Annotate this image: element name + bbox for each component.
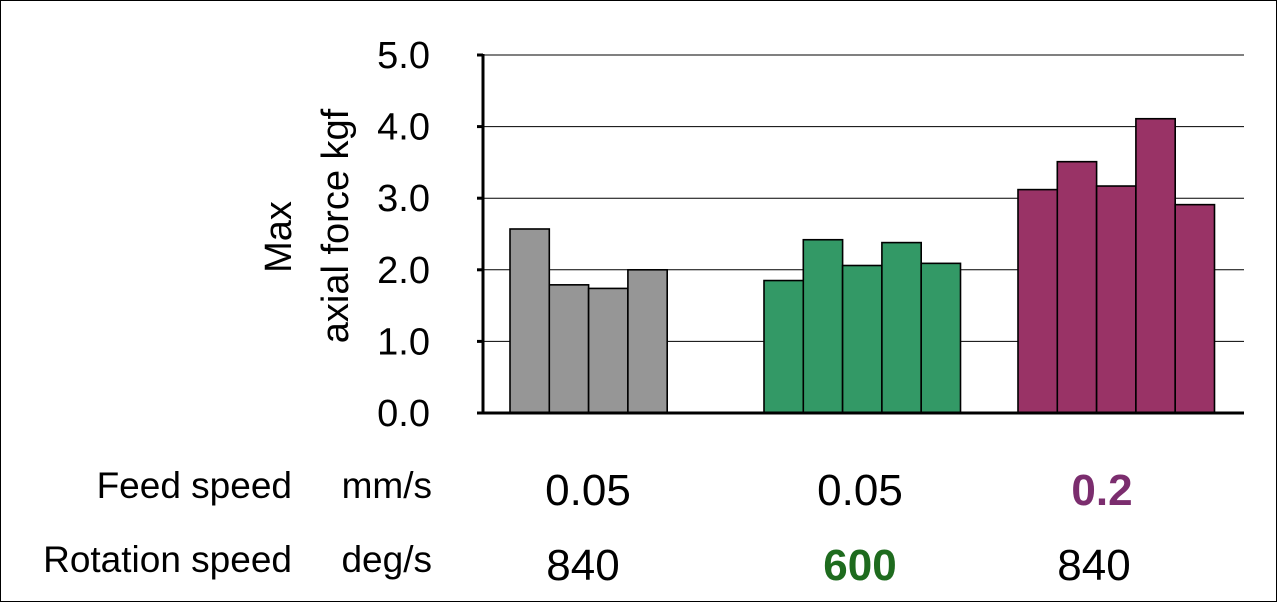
y-tick-label-4: 4.0 (377, 107, 430, 149)
feed-speed-value-group3: 0.2 (1071, 466, 1132, 515)
bar-group2-1 (763, 279, 805, 414)
bar-group2-3 (841, 264, 883, 414)
bar-group2-2 (802, 238, 844, 414)
rotation-speed-unit: deg/s (341, 539, 432, 580)
y-tick-label-2: 2.0 (377, 250, 430, 292)
feed-speed-value-group1: 0.05 (545, 466, 631, 515)
bar-group3-5 (1174, 203, 1216, 414)
y-tick-label-0: 0.0 (377, 393, 430, 435)
y-tick-label-5: 5.0 (377, 35, 430, 77)
y-axis-label-line1: Max (258, 201, 300, 273)
y-tick-labels: 0.0 1.0 2.0 3.0 4.0 5.0 (377, 35, 430, 435)
rotation-speed-label: Rotation speed (43, 539, 292, 580)
rotation-speed-value-group3: 840 (1057, 541, 1130, 590)
bar-group3-3 (1095, 185, 1137, 414)
feed-speed-label: Feed speed (97, 465, 292, 506)
bar-group3-2 (1056, 160, 1098, 414)
y-tick-label-1: 1.0 (377, 321, 430, 363)
feed-speed-value-group2: 0.05 (817, 466, 903, 515)
y-tick-label-3: 3.0 (377, 178, 430, 220)
bar-group3-1 (1017, 188, 1059, 414)
bar-group2-4 (881, 241, 923, 414)
y-axis-label-line2: axial force kgf (315, 108, 357, 343)
bar-group1-3 (587, 287, 629, 414)
bar-group1-1 (509, 228, 551, 414)
rotation-speed-value-group1: 840 (546, 541, 619, 590)
feed-speed-unit: mm/s (342, 465, 432, 506)
bar-group2-5 (920, 262, 962, 414)
axes (477, 53, 1244, 415)
bars (509, 117, 1216, 414)
bar-group3-4 (1135, 117, 1177, 414)
rotation-speed-value-group2: 600 (823, 541, 896, 590)
bar-group1-4 (627, 268, 669, 414)
bar-group1-2 (548, 284, 590, 414)
